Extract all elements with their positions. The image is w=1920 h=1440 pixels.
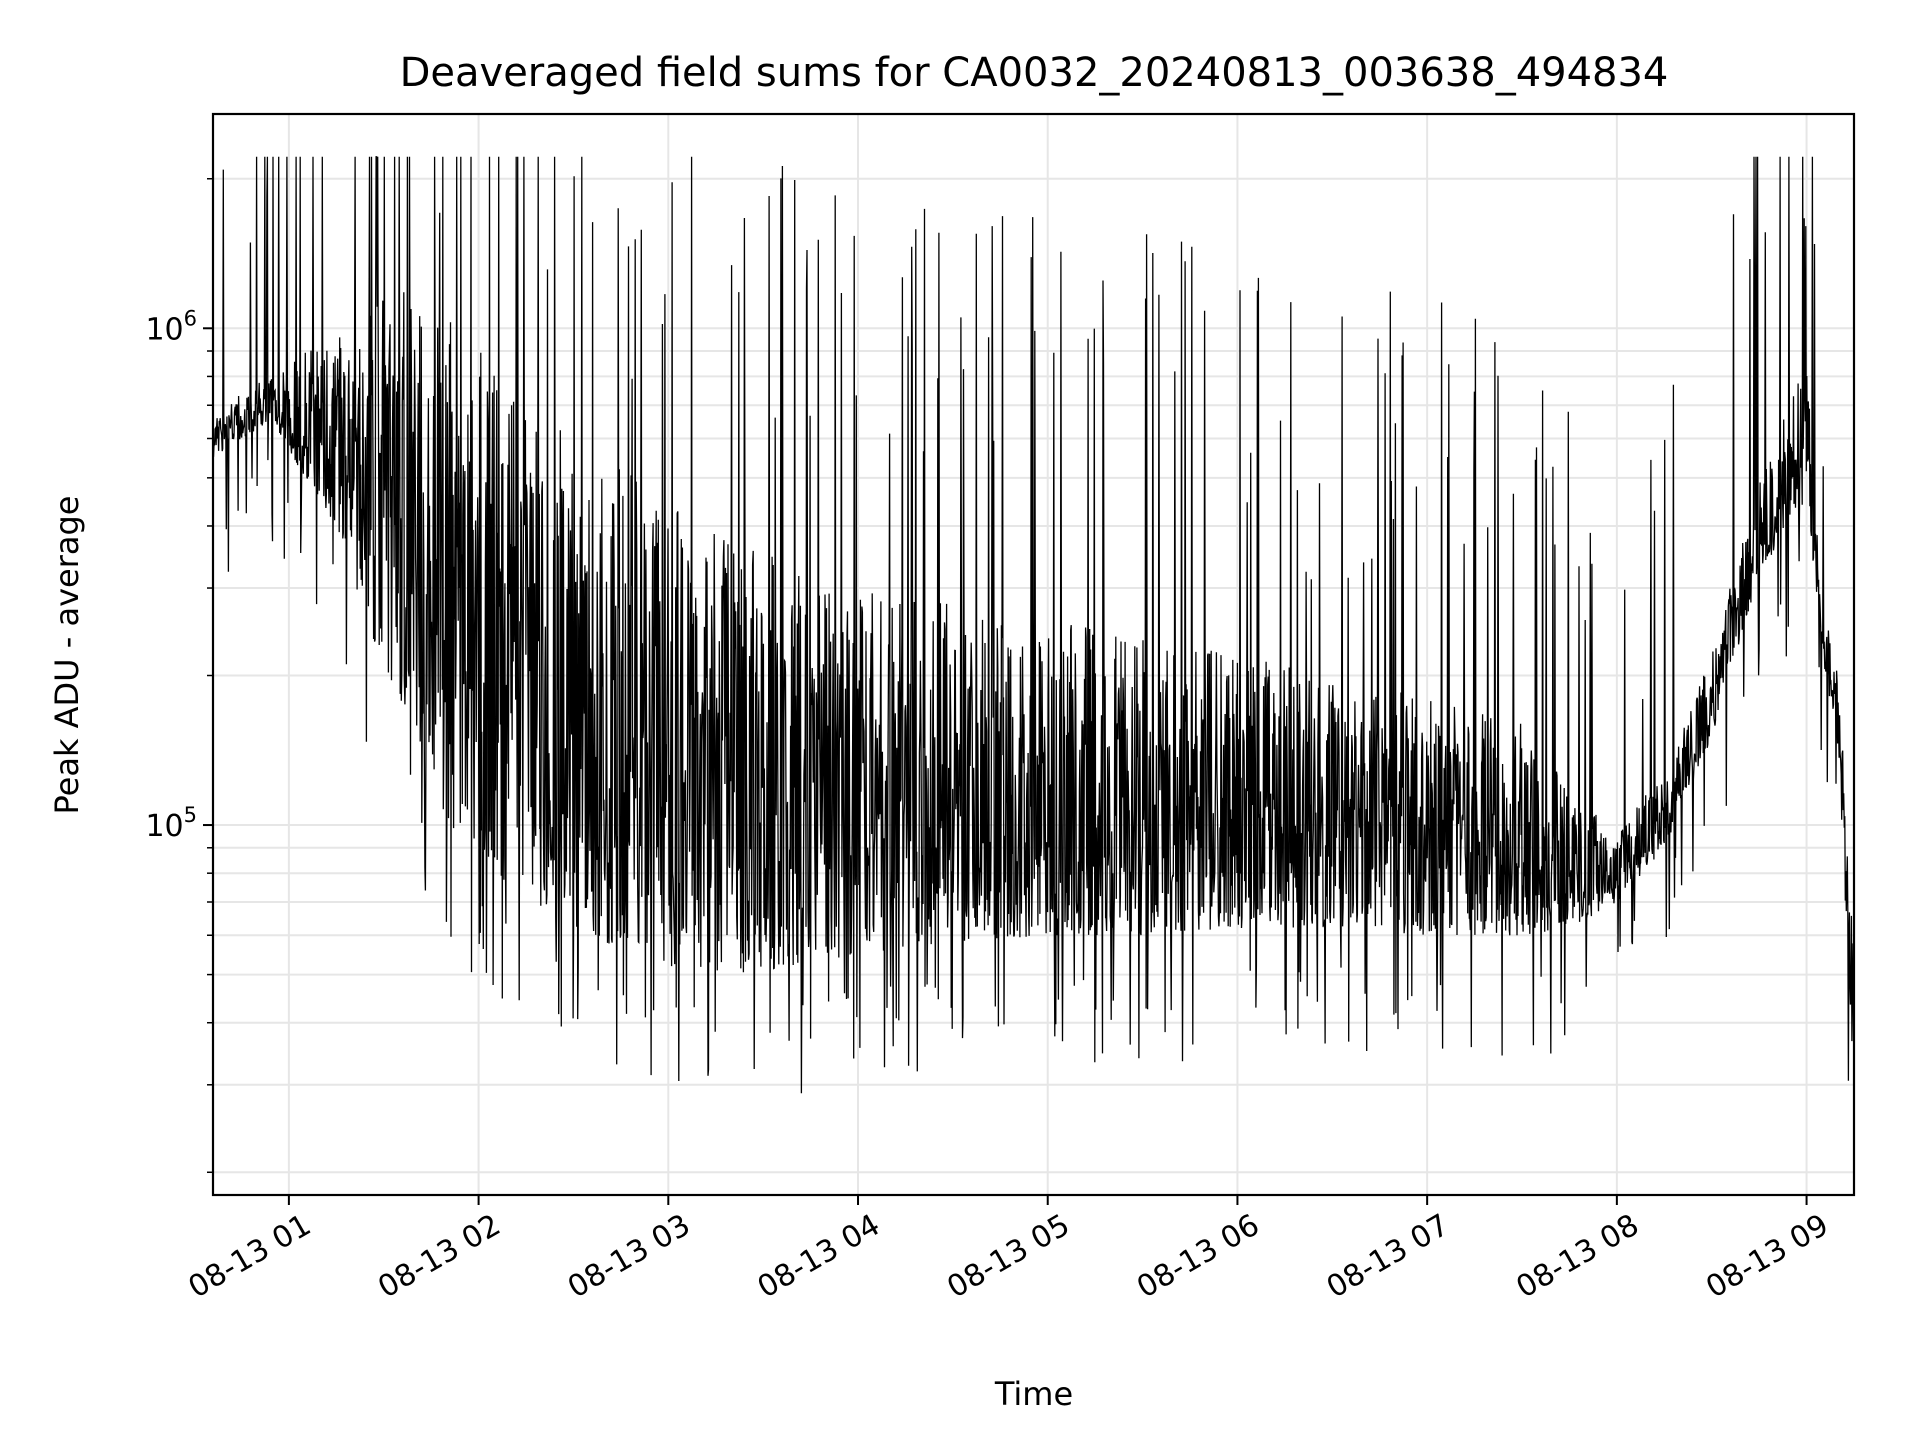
chart-title: Deaveraged field sums for CA0032_2024081… [400, 50, 1669, 96]
plot-frame [211, 112, 1856, 1197]
x-axis-title: Time [994, 1375, 1073, 1413]
series-line [212, 156, 1855, 1094]
data-layer [212, 156, 1855, 1094]
y-axis-title: Peak ADU - average [48, 496, 86, 815]
